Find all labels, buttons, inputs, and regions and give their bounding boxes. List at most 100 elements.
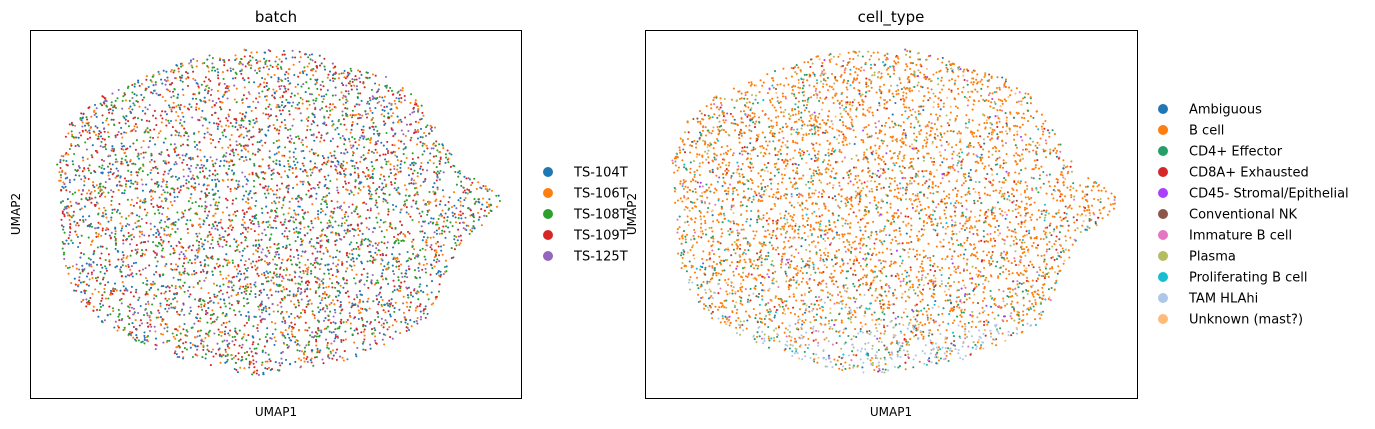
- scatter-point: [435, 272, 438, 275]
- scatter-point: [228, 108, 231, 111]
- scatter-point: [177, 93, 180, 96]
- scatter-point: [218, 137, 222, 140]
- scatter-point: [229, 190, 232, 193]
- scatter-point: [316, 332, 319, 335]
- scatter-point: [147, 146, 150, 149]
- scatter-point: [391, 264, 394, 267]
- scatter-point: [275, 273, 278, 276]
- scatter-point: [196, 282, 200, 285]
- scatter-point: [397, 265, 401, 268]
- scatter-point: [288, 324, 291, 328]
- scatter-point: [230, 286, 234, 289]
- scatter-point: [207, 301, 210, 305]
- scatter-point: [168, 106, 171, 109]
- scatter-point: [284, 90, 288, 93]
- scatter-point: [447, 200, 450, 204]
- scatter-point: [122, 254, 125, 257]
- scatter-point: [62, 225, 65, 228]
- scatter-point: [95, 232, 98, 235]
- scatter-point: [413, 169, 416, 172]
- scatter-point: [211, 188, 214, 191]
- scatter-point: [278, 163, 281, 166]
- scatter-point: [156, 185, 160, 188]
- scatter-point: [68, 179, 71, 182]
- scatter-point: [347, 73, 350, 77]
- scatter-point: [275, 264, 279, 267]
- scatter-point: [110, 189, 113, 192]
- scatter-point: [146, 131, 149, 134]
- scatter-point: [266, 360, 269, 363]
- scatter-point: [245, 358, 248, 361]
- scatter-point: [92, 110, 96, 113]
- scatter-point: [236, 144, 239, 147]
- scatter-point: [385, 84, 389, 87]
- scatter-point: [336, 299, 339, 302]
- scatter-point: [137, 225, 140, 228]
- scatter-point: [343, 350, 346, 353]
- scatter-point: [105, 247, 108, 250]
- scatter-point: [437, 217, 440, 221]
- scatter-point: [185, 257, 188, 260]
- scatter-point: [166, 215, 169, 218]
- scatter-point: [254, 239, 257, 242]
- scatter-point: [252, 341, 255, 344]
- scatter-point: [59, 201, 62, 204]
- scatter-point: [177, 339, 181, 342]
- scatter-point: [235, 240, 238, 244]
- scatter-point: [256, 272, 259, 275]
- scatter-point: [328, 330, 331, 333]
- scatter-point: [457, 228, 460, 231]
- scatter-point: [271, 94, 274, 97]
- scatter-point: [268, 167, 271, 170]
- scatter-point: [382, 175, 385, 178]
- scatter-point: [114, 239, 117, 242]
- scatter-point: [210, 133, 213, 136]
- scatter-point: [320, 62, 323, 65]
- scatter-point: [430, 248, 433, 251]
- scatter-point: [243, 86, 246, 89]
- scatter-point: [322, 157, 325, 160]
- scatter-point: [141, 268, 145, 271]
- scatter-point: [270, 368, 274, 371]
- scatter-point: [74, 224, 78, 227]
- scatter-point: [237, 358, 240, 361]
- scatter-point: [125, 238, 129, 241]
- scatter-point: [462, 204, 465, 208]
- scatter-point: [194, 336, 197, 339]
- scatter-point: [295, 293, 298, 296]
- scatter-point: [262, 177, 265, 180]
- scatter-point: [345, 279, 348, 282]
- scatter-point: [489, 203, 492, 206]
- scatter-point: [173, 77, 177, 80]
- scatter-point: [374, 329, 377, 332]
- scatter-point: [253, 366, 256, 369]
- scatter-point: [186, 72, 189, 75]
- scatter-point: [244, 175, 247, 178]
- scatter-point: [160, 121, 163, 124]
- scatter-point: [393, 318, 397, 321]
- scatter-point: [155, 182, 158, 185]
- scatter-point: [226, 259, 230, 262]
- scatter-point: [344, 107, 347, 110]
- scatter-point: [195, 97, 198, 100]
- scatter-point: [340, 309, 343, 312]
- scatter-point: [207, 331, 210, 334]
- scatter-point: [241, 98, 244, 101]
- scatter-point: [175, 244, 178, 247]
- scatter-point: [221, 292, 224, 296]
- scatter-point: [254, 249, 258, 252]
- scatter-point: [212, 66, 216, 69]
- scatter-point: [94, 277, 97, 280]
- scatter-point: [204, 100, 207, 104]
- scatter-point: [125, 217, 128, 220]
- scatter-point: [136, 183, 139, 186]
- scatter-point: [390, 183, 393, 186]
- scatter-point: [300, 150, 303, 153]
- scatter-point: [114, 243, 118, 246]
- scatter-point: [399, 166, 402, 169]
- scatter-point: [165, 263, 168, 266]
- scatter-point: [220, 101, 223, 104]
- scatter-point: [329, 109, 332, 112]
- scatter-point: [432, 190, 435, 193]
- scatter-point: [337, 161, 340, 164]
